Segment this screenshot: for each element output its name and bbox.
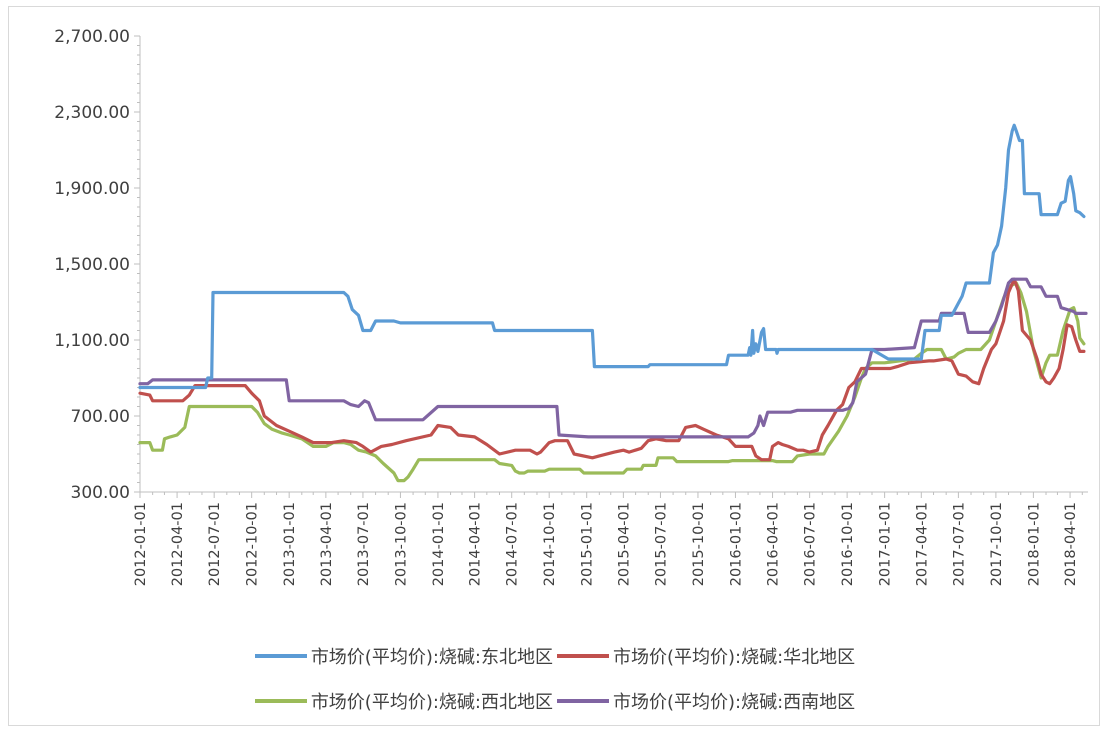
legend-label-northwest: 市场价(平均价):烧碱:西北地区 — [310, 692, 553, 713]
series-lines — [138, 123, 1088, 483]
x-tick-label: 2016-10-01 — [840, 502, 856, 586]
x-tick-label: 2018-01-01 — [1026, 502, 1042, 586]
x-tick-label: 2012-10-01 — [245, 502, 261, 586]
legend-item-northwest: 市场价(平均价):烧碱:西北地区 — [254, 688, 553, 714]
legend-row-1: 市场价(平均价):烧碱:东北地区 市场价(平均价):烧碱:华北地区 — [0, 643, 1110, 669]
x-tick-label: 2014-07-01 — [505, 502, 521, 586]
x-tick-label: 2013-01-01 — [282, 502, 298, 586]
x-tick-label: 2017-04-01 — [914, 502, 930, 586]
series-line-0 — [138, 123, 1086, 390]
y-tick-label: 700.00 — [71, 407, 130, 427]
x-tick-label: 2015-01-01 — [580, 502, 596, 586]
x-tick-label: 2014-04-01 — [468, 502, 484, 586]
x-tick-label: 2015-07-01 — [653, 502, 669, 586]
x-tick-label: 2015-10-01 — [691, 502, 707, 586]
legend-label-southwest: 市场价(平均价):烧碱:西南地区 — [613, 692, 856, 713]
x-tick-label: 2017-10-01 — [989, 502, 1005, 586]
series-line-3 — [138, 277, 1088, 439]
legend-label-northeast: 市场价(平均价):烧碱:东北地区 — [310, 647, 553, 668]
legend-swatch-north — [557, 654, 609, 658]
y-axis: 2,700.00 2,300.00 1,900.00 1,500.00 1,100.00… — [54, 27, 141, 503]
x-tick-label: 2014-01-01 — [431, 502, 447, 586]
legend-swatch-southwest — [557, 699, 609, 703]
x-tick-label: 2014-10-01 — [542, 502, 558, 586]
x-tick-label: 2013-10-01 — [393, 502, 409, 586]
legend-label-north: 市场价(平均价):烧碱:华北地区 — [613, 647, 856, 668]
x-axis: 2012-01-01 2012-04-01 2012-07-01 2012-10-01… — [133, 491, 1088, 586]
y-tick-label: 1,500.00 — [54, 255, 130, 275]
x-tick-label: 2012-07-01 — [207, 502, 223, 586]
legend-row-2: 市场价(平均价):烧碱:西北地区 市场价(平均价):烧碱:西南地区 — [0, 688, 1110, 714]
legend-item-southwest: 市场价(平均价):烧碱:西南地区 — [557, 688, 855, 714]
legend-swatch-northwest — [254, 699, 307, 703]
chart-frame — [8, 6, 1100, 726]
x-tick-label: 2013-07-01 — [356, 502, 372, 586]
x-tick-label: 2017-07-01 — [951, 502, 967, 586]
legend-item-northeast: 市场价(平均价):烧碱:东北地区 — [254, 643, 553, 669]
x-tick-label: 2013-04-01 — [319, 502, 335, 586]
series-line-1 — [138, 277, 1086, 462]
x-tick-label: 2012-04-01 — [170, 502, 186, 586]
x-tick-label: 2016-04-01 — [766, 502, 782, 586]
y-tick-label: 2,700.00 — [54, 27, 130, 47]
y-tick-label: 300.00 — [71, 483, 130, 503]
x-tick-label: 2015-04-01 — [616, 502, 632, 586]
x-tick-label: 2016-01-01 — [728, 502, 744, 586]
x-tick-label: 2016-07-01 — [803, 502, 819, 586]
x-tick-label: 2017-01-01 — [878, 502, 894, 586]
legend-item-north: 市场价(平均价):烧碱:华北地区 — [557, 643, 855, 669]
y-tick-label: 1,100.00 — [54, 331, 130, 351]
line-chart: 2,700.00 2,300.00 1,900.00 1,500.00 1,100.00… — [54, 27, 1088, 586]
legend-swatch-northeast — [254, 654, 307, 658]
x-tick-label: 2018-04-01 — [1063, 502, 1079, 586]
x-tick-label: 2012-01-01 — [133, 502, 149, 586]
y-tick-label: 1,900.00 — [54, 179, 130, 199]
y-tick-label: 2,300.00 — [54, 103, 130, 123]
